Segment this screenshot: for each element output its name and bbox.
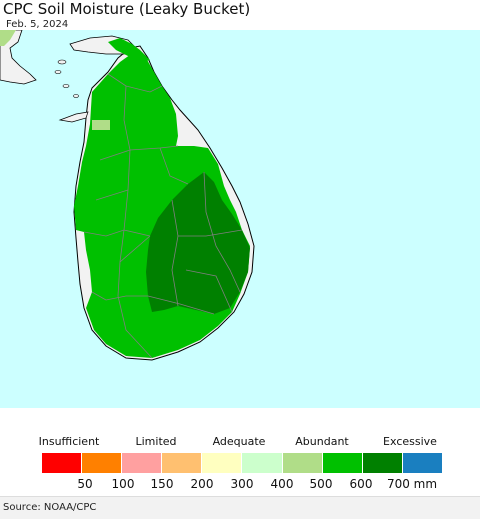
legend-tick-label: 150: [150, 477, 174, 491]
legend-swatch: [42, 453, 83, 473]
source-text: Source: NOAA/CPC: [3, 502, 97, 513]
dark-green-region: [146, 172, 250, 314]
legend-tick-label: 200: [190, 477, 214, 491]
light-green-patch: [92, 120, 110, 130]
legend-tick-label: 100: [111, 477, 135, 491]
legend-swatch: [362, 453, 403, 473]
small-islands: [54, 59, 79, 98]
admin-boundaries: [83, 73, 243, 359]
legend-swatch: [322, 453, 363, 473]
legend-category-insufficient: Insufficient: [38, 435, 100, 448]
map-date: Feb. 5, 2024: [6, 19, 69, 30]
legend-tick-label: 300: [230, 477, 254, 491]
legend-category-limited: Limited: [135, 435, 177, 448]
legend-tick-label: 500: [309, 477, 333, 491]
legend-swatch: [242, 453, 283, 473]
legend-swatch: [162, 453, 203, 473]
legend-swatch: [82, 453, 123, 473]
legend-swatch: [282, 453, 323, 473]
soil-moisture-map: [0, 30, 480, 408]
mannar-island: [58, 111, 89, 123]
legend-color-bar: [42, 453, 442, 473]
footer: Source: NOAA/CPC: [0, 496, 480, 519]
legend-category-abundant: Abundant: [295, 435, 349, 448]
legend-tick-label: 600: [349, 477, 373, 491]
legend-swatch: [402, 453, 442, 473]
legend-tick-label: 700 mm: [386, 477, 438, 491]
legend-tick-label: 400: [270, 477, 294, 491]
legend-swatch: [202, 453, 243, 473]
india-landmass: [0, 30, 37, 85]
legend-swatch: [122, 453, 163, 473]
legend: Insufficient Limited Adequate Abundant Exces…: [0, 408, 480, 494]
legend-category-excessive: Excessive: [383, 435, 437, 448]
map-title: CPC Soil Moisture (Leaky Bucket): [3, 0, 251, 18]
india-green-patch: [0, 30, 16, 46]
legend-tick-label: 50: [77, 477, 93, 491]
legend-category-adequate: Adequate: [212, 435, 266, 448]
